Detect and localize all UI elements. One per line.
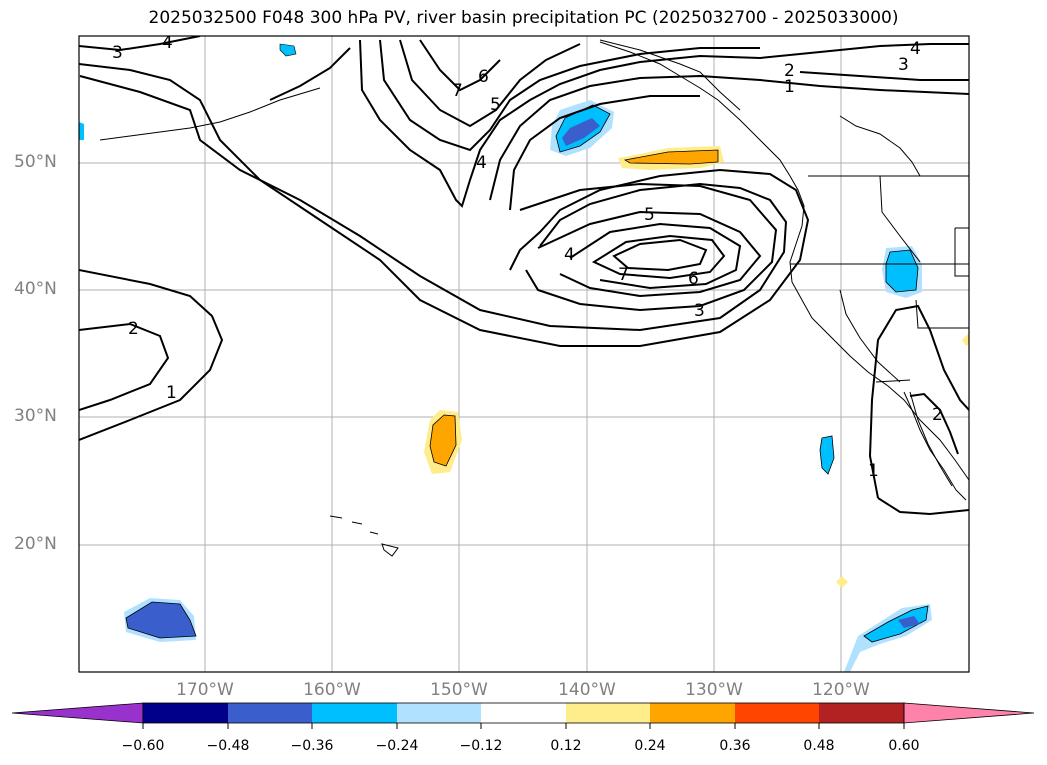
contour-label: 1 [868,461,879,481]
contour-label: 3 [112,43,123,63]
contour-label: 7 [618,265,629,285]
contour-label: 2 [932,405,943,425]
colorbar-bin [735,703,819,723]
colorbar-tick-label: 0.36 [719,738,751,754]
map-frame [78,35,970,673]
contour-labels: 3 4 6 7 5 4 2 1 4 3 5 4 7 6 3 2 1 1 2 [112,33,943,481]
contour-label: 3 [898,55,909,75]
contour-label: 4 [476,153,487,173]
lon-label: 130°W [685,680,743,700]
colorbar-tick-label: −0.24 [375,738,419,754]
colorbar-bin [481,703,566,723]
contour-label: 5 [490,95,501,115]
lon-label: 140°W [558,680,616,700]
colorbar-tick-label: 0.24 [634,738,666,754]
colorbar-tick-label: −0.12 [459,738,503,754]
contour-label: 3 [694,301,705,321]
map-area [79,36,969,672]
colorbar-tick-label: 0.48 [803,738,835,754]
lon-label: 150°W [430,680,488,700]
map-title: 2025032500 F048 300 hPa PV, river basin … [148,8,899,28]
pv-contours [79,36,969,516]
colorbar-bin [819,703,904,723]
lat-label: 40°N [14,279,57,299]
colorbar-bin [566,703,650,723]
contour-label: 7 [452,81,463,101]
contour-label: 4 [910,39,921,59]
contour-label: 4 [564,245,575,265]
colorbar-bin [228,703,312,723]
contour-label: 6 [478,67,489,87]
colorbar-tick-label: −0.36 [290,738,334,754]
contour-label: 5 [644,205,655,225]
colorbar-extend-max [903,702,1035,724]
contour-label: 1 [166,383,177,403]
colorbar-tick-label: 0.12 [550,738,582,754]
contour-label: 4 [162,33,173,53]
lat-label: 20°N [14,534,57,554]
lat-label: 30°N [14,406,57,426]
lat-label: 50°N [14,152,57,172]
contour-label: 6 [688,269,699,289]
coastlines [99,39,969,557]
colorbar-tick-label: 0.60 [888,738,920,754]
lon-label: 170°W [176,680,234,700]
colorbar-bin [650,703,735,723]
colorbar-extend-min [11,702,144,724]
colorbar-tick-label: −0.60 [121,738,165,754]
contour-label: 1 [784,77,795,97]
contour-label: 2 [784,61,795,81]
colorbar [11,702,1035,729]
colorbar-bin [312,703,397,723]
lon-label: 160°W [303,680,361,700]
contour-label: 2 [128,319,139,339]
colorbar-bin [397,703,481,723]
gridlines [79,36,969,672]
precip-shading [79,43,969,672]
lon-label: 120°W [812,680,870,700]
colorbar-tick-label: −0.48 [206,738,250,754]
colorbar-bin [143,703,228,723]
